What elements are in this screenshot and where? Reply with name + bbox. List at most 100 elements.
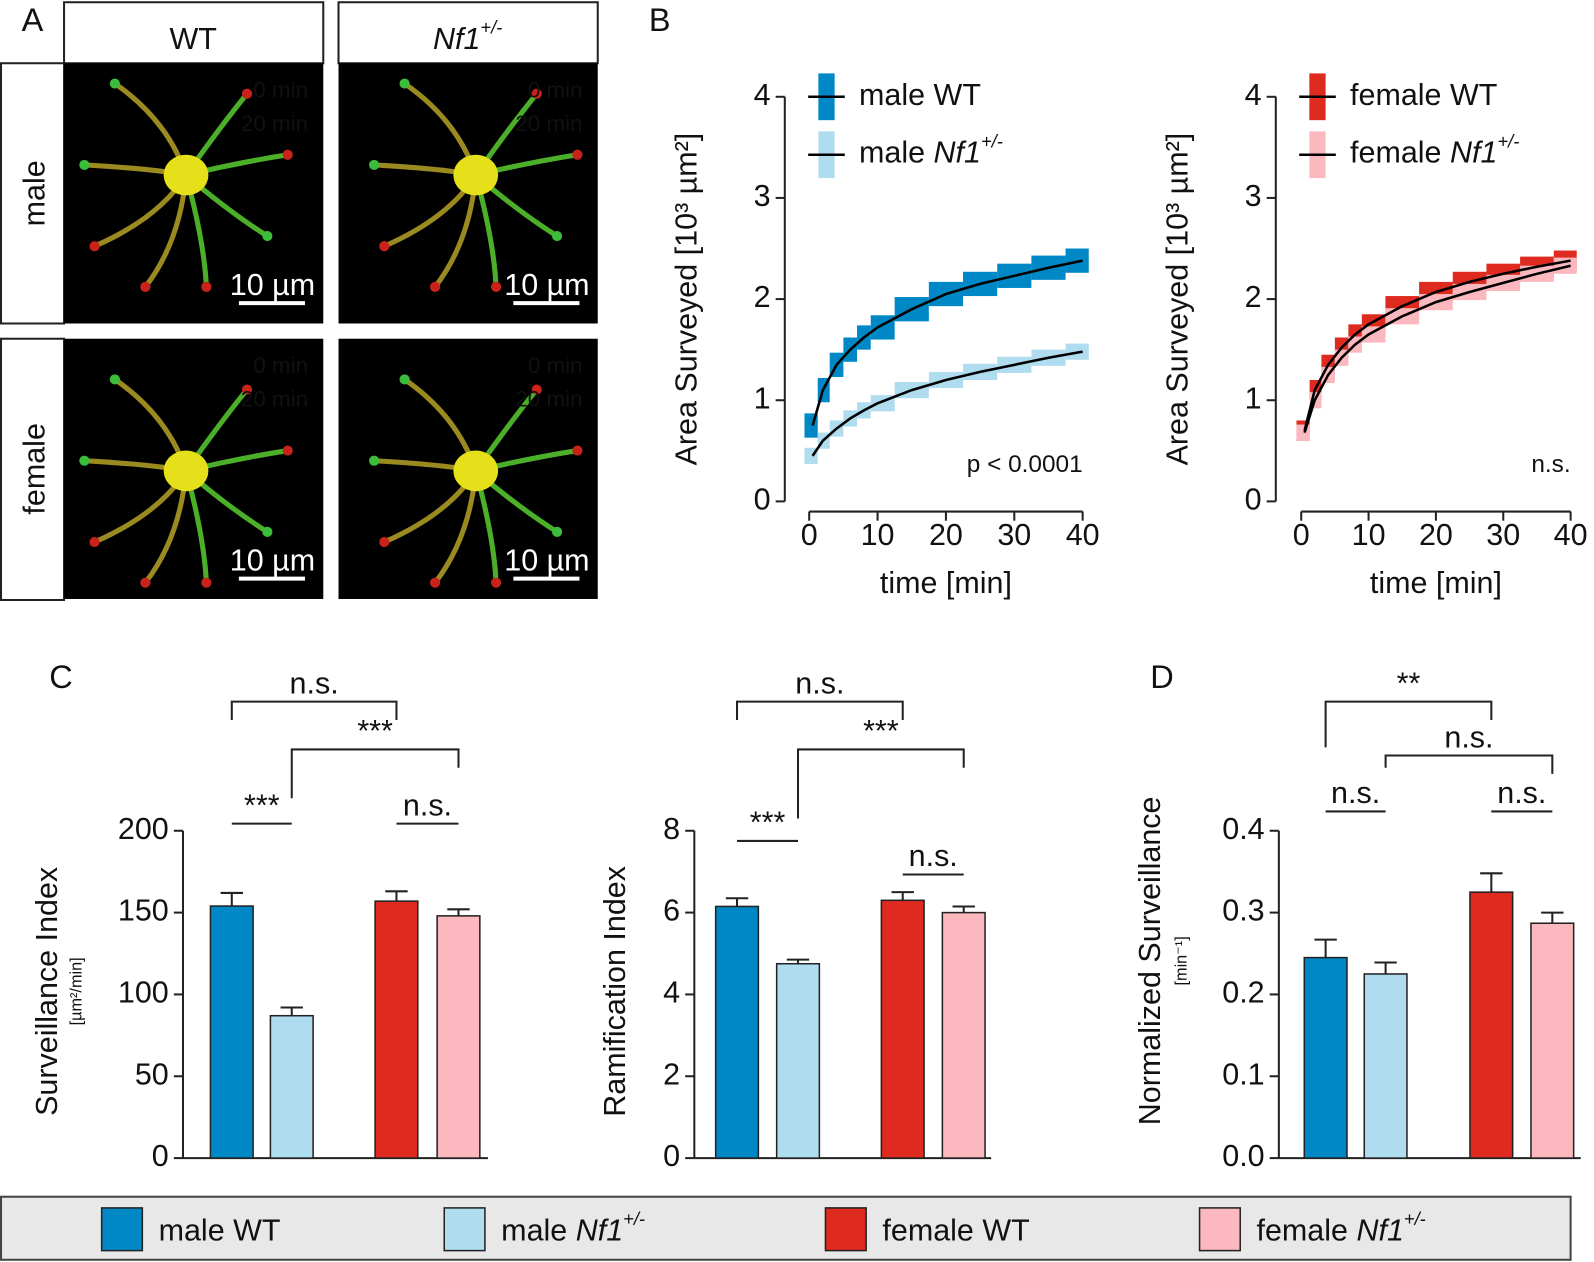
significance-bracket	[736, 700, 904, 720]
tip	[491, 577, 502, 588]
y-tick-label: 0.3	[1222, 894, 1264, 928]
tip	[89, 536, 100, 548]
y-tick-label: 0	[754, 482, 771, 516]
significance-label: n.s.	[1444, 720, 1493, 754]
y-tick-label: 0.4	[1222, 812, 1264, 846]
bar	[714, 905, 760, 1159]
legend-swatch	[443, 1207, 486, 1252]
tip	[79, 455, 90, 466]
tip	[89, 241, 100, 252]
tip	[79, 159, 90, 170]
annotation: p < 0.0001	[967, 451, 1083, 478]
tip	[282, 445, 293, 456]
panel-letters: A B C D	[22, 2, 1174, 695]
tip	[201, 577, 212, 588]
significance-label: ***	[750, 806, 786, 840]
scale-bar-label: 10 µm	[504, 543, 589, 577]
legend-swatch	[1198, 1207, 1241, 1252]
bar	[1530, 922, 1575, 1159]
mean-line	[1303, 264, 1571, 433]
row-header	[0, 337, 66, 602]
y-axis-label: Surveillance Index	[30, 867, 64, 1116]
y-axis-unit: [µm²/min]	[68, 957, 86, 1025]
tip	[399, 78, 410, 89]
bar	[1303, 956, 1348, 1159]
significance-label: n.s.	[1497, 776, 1546, 810]
significance-bracket	[230, 700, 398, 720]
significance-label: ***	[244, 788, 280, 822]
mean-line	[811, 350, 1083, 457]
x-tick-label: 40	[1554, 518, 1588, 552]
y-axis-label: Area Surveyed [10³ µm²]	[1160, 133, 1194, 466]
tip	[552, 230, 563, 242]
y-tick-label: 0	[1245, 482, 1262, 516]
legend-box	[0, 1195, 1572, 1261]
time-label: 0 min	[528, 78, 583, 103]
soma	[453, 154, 499, 196]
y-axis-label: Normalized Surveillance	[1133, 797, 1167, 1126]
significance-label: n.s.	[403, 788, 452, 822]
mean-line	[1303, 259, 1571, 431]
y-tick-label: 1	[1245, 381, 1262, 415]
bar	[880, 899, 925, 1159]
x-tick-label: 10	[1352, 518, 1386, 552]
y-tick-label: 6	[663, 894, 680, 928]
bar	[209, 905, 254, 1159]
tip	[531, 88, 542, 99]
y-tick-label: 3	[754, 179, 771, 213]
bar	[1469, 891, 1514, 1159]
time-label: 0 min	[253, 78, 308, 103]
tip	[531, 384, 542, 395]
tip	[262, 526, 273, 537]
y-tick-label: 4	[663, 975, 680, 1009]
time-label: 20 min	[241, 111, 308, 136]
tip	[369, 159, 380, 170]
time-label: 0 min	[253, 353, 308, 378]
y-tick-label: 0.2	[1222, 975, 1264, 1009]
tip	[572, 445, 583, 456]
legend-label: female WT	[1350, 78, 1497, 112]
time-label: 20 min	[515, 111, 582, 136]
y-tick-label: 200	[118, 812, 169, 846]
y-tick-label: 0.0	[1222, 1139, 1264, 1173]
x-axis-label: time [min]	[880, 566, 1012, 600]
tip	[241, 384, 253, 395]
tip	[572, 149, 583, 160]
tip	[379, 536, 390, 548]
y-tick-label: 1	[754, 381, 771, 415]
tip	[109, 374, 120, 385]
significance-label: n.s.	[795, 666, 844, 700]
tip	[552, 526, 563, 537]
bar	[941, 911, 986, 1159]
tip	[262, 230, 273, 242]
tip	[430, 577, 441, 588]
tip	[241, 88, 253, 99]
bar	[1363, 973, 1408, 1159]
significance-bracket	[1324, 700, 1493, 748]
legend-label: female Nf1+/-	[1256, 1208, 1425, 1247]
soma	[163, 450, 209, 492]
bar	[775, 962, 821, 1159]
x-tick-label: 20	[1419, 518, 1453, 552]
y-axis-unit: [min⁻¹]	[1173, 936, 1191, 985]
legend-label: male Nf1+/-	[501, 1208, 645, 1247]
legend-label: male Nf1+/-	[859, 130, 1003, 169]
mean-line	[811, 259, 1083, 426]
soma	[453, 450, 499, 492]
row-label: male	[18, 160, 52, 226]
x-tick-label: 10	[861, 518, 895, 552]
soma	[163, 154, 209, 196]
panel-letter: B	[649, 2, 671, 38]
legend-label: female Nf1+/-	[1350, 130, 1519, 169]
column-header	[63, 1, 325, 65]
column-label: Nf1+/-	[433, 17, 502, 56]
tip	[379, 241, 390, 252]
legend-swatch	[824, 1207, 867, 1252]
y-axis-label: Ramification Index	[598, 866, 632, 1117]
x-tick-label: 0	[1293, 518, 1310, 552]
tip	[430, 281, 441, 292]
x-tick-label: 30	[997, 518, 1031, 552]
tip	[140, 281, 151, 292]
